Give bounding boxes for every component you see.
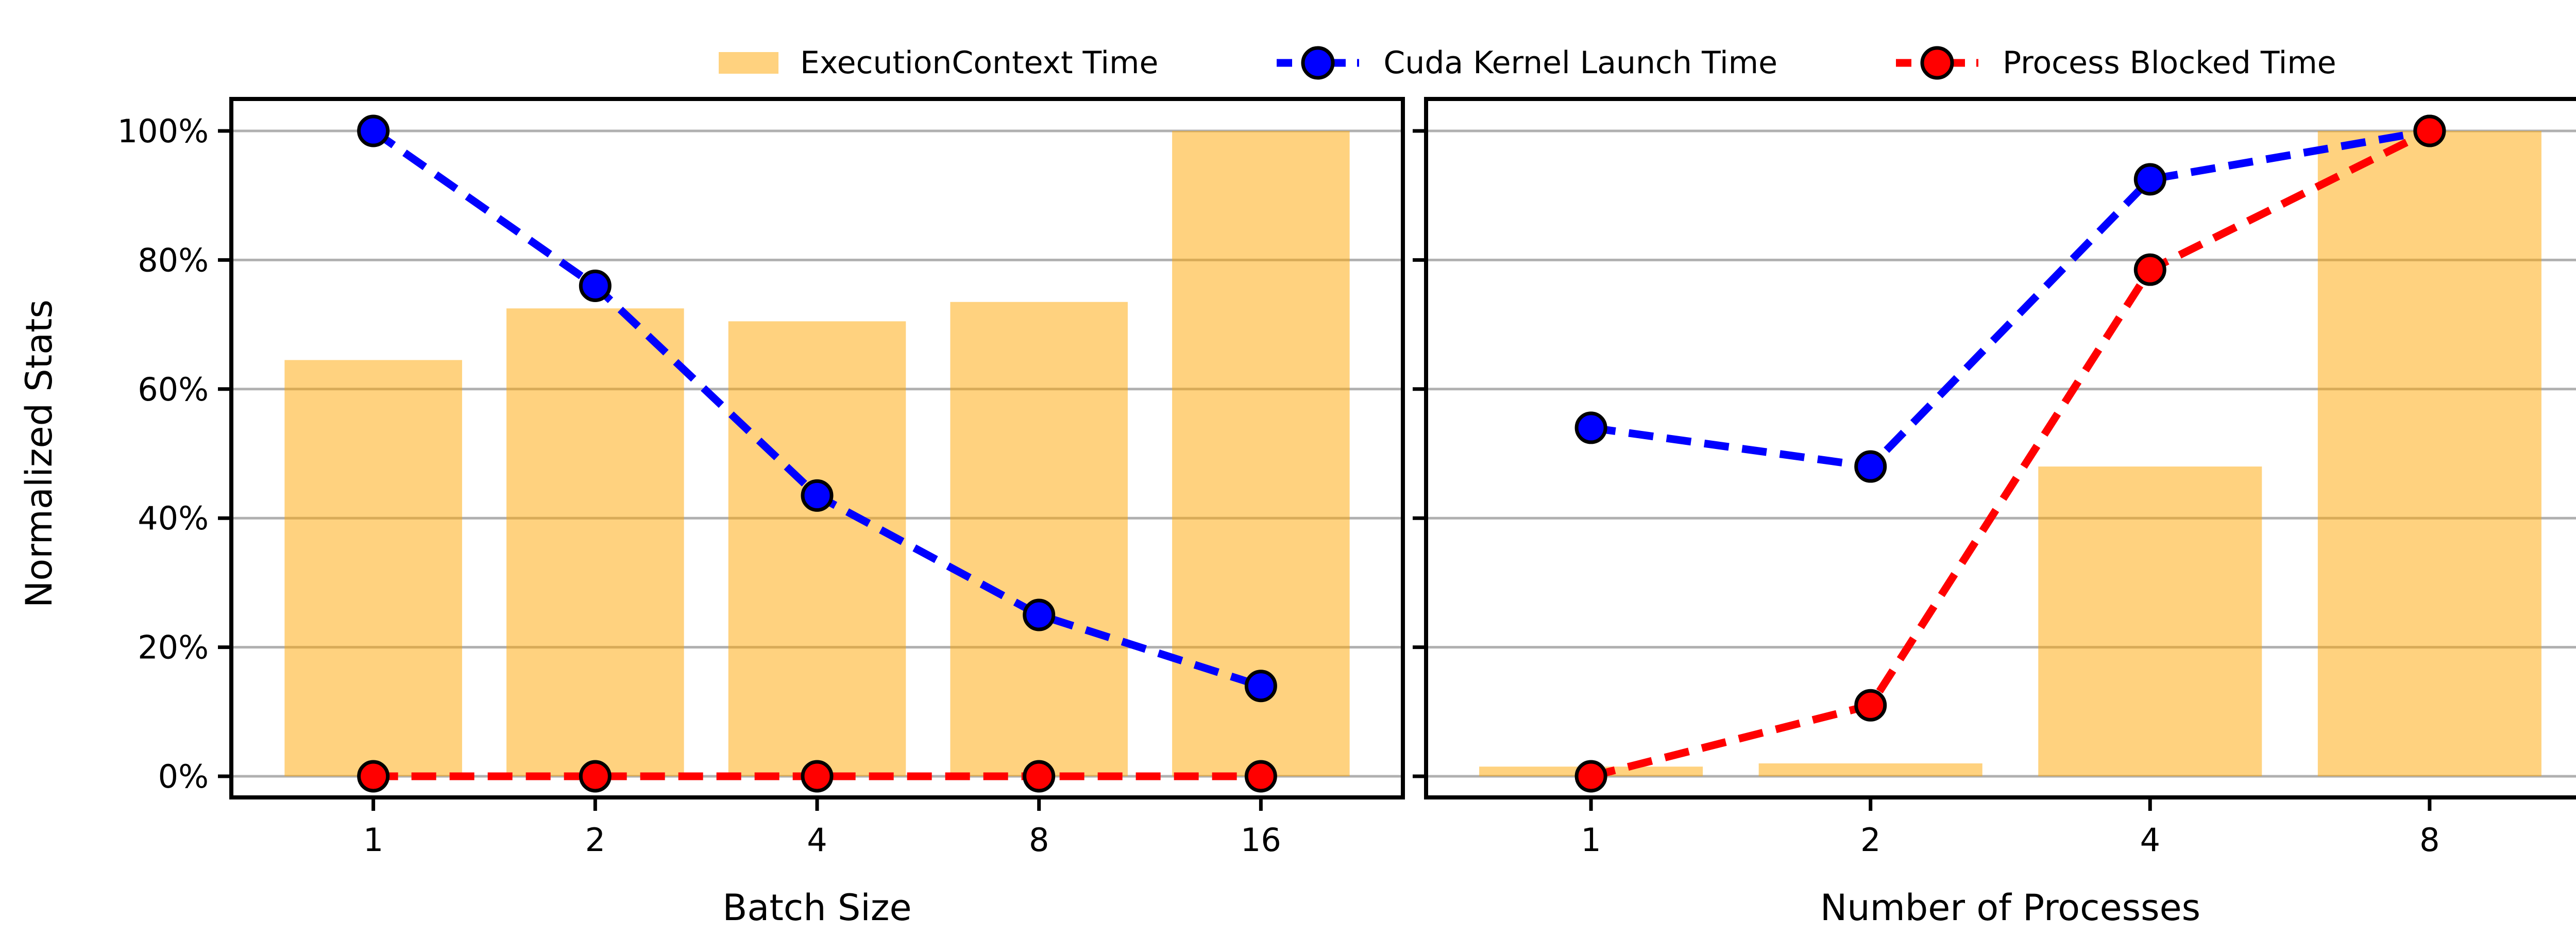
marker-process-blocked-time-1 (357, 760, 390, 793)
bar-8 (950, 302, 1128, 776)
x-tick-label-2: 2 (585, 821, 605, 859)
dashed-line-marker-icon (1895, 46, 1978, 80)
legend-item-cuda-kernel-launch-time: Cuda Kernel Launch Time (1274, 42, 1777, 84)
y-tick-label-100: 100% (117, 112, 209, 150)
y-tick-label-40: 40% (138, 499, 209, 537)
marker-process-blocked-time-8 (1023, 760, 1056, 793)
bar-2 (1758, 763, 1982, 776)
marker-cuda-kernel-launch-time-8 (1023, 598, 1056, 631)
marker-cuda-kernel-launch-time-1 (1574, 411, 1607, 444)
marker-cuda-kernel-launch-time-2 (579, 269, 612, 302)
bar-2 (506, 308, 684, 776)
marker-cuda-kernel-launch-time-2 (1854, 450, 1887, 483)
bar-4 (728, 321, 906, 776)
bar-swatch-icon (719, 52, 778, 74)
marker-process-blocked-time-16 (1244, 760, 1277, 793)
x-tick-label-1: 1 (1581, 821, 1601, 859)
y-tick-label-20: 20% (138, 629, 209, 666)
marker-cuda-kernel-launch-time-16 (1244, 670, 1277, 703)
marker-cuda-kernel-launch-time-4 (2133, 163, 2166, 196)
x-tick-label-8: 8 (1029, 821, 1049, 859)
x-tick-label-8: 8 (2419, 821, 2439, 859)
line-cuda-kernel-launch-time (1590, 127, 2431, 471)
marker-process-blocked-time-2 (579, 760, 612, 793)
y-tick-label-0: 0% (158, 758, 209, 795)
marker-process-blocked-time-8 (2413, 114, 2446, 147)
legend-label-execution-context-time: ExecutionContext Time (800, 45, 1159, 81)
marker-process-blocked-time-1 (1574, 760, 1607, 793)
marker-process-blocked-time-4 (801, 760, 834, 793)
legend-label-cuda-kernel-launch-time: Cuda Kernel Launch Time (1383, 45, 1777, 81)
x-tick-label-2: 2 (1860, 821, 1880, 859)
x-tick-label-4: 4 (2140, 821, 2160, 859)
chart-legend: ExecutionContext Time Cuda Kernel Launch… (719, 42, 2336, 84)
legend-marker-blue (1301, 46, 1335, 80)
line-process-blocked-time (1590, 127, 2432, 780)
legend-marker-red (1920, 46, 1954, 80)
legend-label-process-blocked-time: Process Blocked Time (2002, 45, 2336, 81)
y-tick-label-60: 60% (138, 371, 209, 408)
x-tick-label-4: 4 (807, 821, 827, 859)
dashed-line-marker-icon (1277, 46, 1360, 80)
marker-process-blocked-time-2 (1854, 689, 1887, 722)
legend-item-execution-context-time: ExecutionContext Time (719, 45, 1158, 81)
x-tick-label-1: 1 (363, 821, 383, 859)
y-tick-label-80: 80% (138, 241, 209, 279)
bar-8 (2317, 131, 2541, 776)
legend-item-process-blocked-time: Process Blocked Time (1893, 42, 2336, 84)
axes-spines (1424, 97, 2576, 799)
bar-4 (2038, 466, 2262, 776)
x-axis-label: Batch Size (722, 887, 911, 929)
bar-1 (284, 360, 462, 776)
marker-process-blocked-time-4 (2133, 253, 2166, 286)
marker-cuda-kernel-launch-time-4 (801, 479, 834, 512)
marker-cuda-kernel-launch-time-1 (357, 114, 390, 147)
y-axis-label: Normalized Stats (18, 299, 60, 608)
x-tick-label-16: 16 (1241, 821, 1281, 859)
x-axis-label: Number of Processes (1820, 887, 2200, 929)
